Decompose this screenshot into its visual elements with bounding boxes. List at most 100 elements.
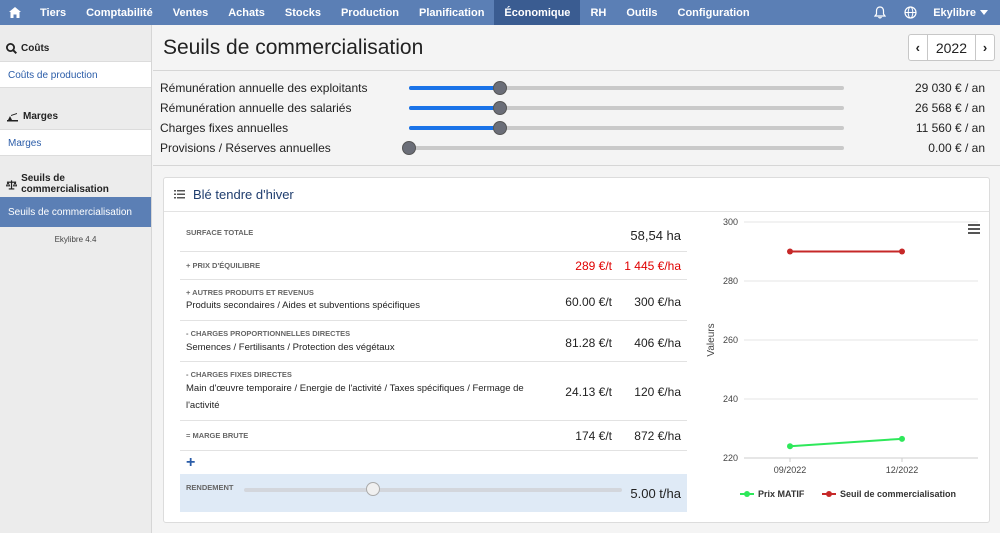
nav-stocks[interactable]: Stocks xyxy=(284,6,321,19)
slider-thumb[interactable] xyxy=(493,101,508,115)
legend-label: Prix MATIF xyxy=(758,489,805,499)
row-caption: = Marge brute xyxy=(186,431,249,440)
param-row: Rémunération annuelle des exploitants 29 … xyxy=(160,79,990,97)
nav-outils[interactable]: Outils xyxy=(626,6,658,19)
year-value: 2022 xyxy=(926,35,976,60)
sidebar-item-marges[interactable]: Marges xyxy=(0,129,151,156)
slider-fill xyxy=(409,86,501,90)
nav-configuration[interactable]: Configuration xyxy=(677,6,750,19)
sidebar-heading-marges: Marges xyxy=(0,106,151,126)
row-caption: Surface totale xyxy=(186,228,254,237)
nav-comptabilite[interactable]: Comptabilité xyxy=(86,6,153,19)
legend-marker xyxy=(826,491,832,497)
autres-per-ton: 60.00 €/t xyxy=(565,295,612,309)
prix-per-ton: 289 €/t xyxy=(575,259,612,273)
charges-fixes-per-ha: 120 €/ha xyxy=(634,385,681,399)
param-slider[interactable] xyxy=(409,101,844,115)
magnifier-euro-icon xyxy=(6,42,17,54)
row-description: Produits secondaires / Aides et subventi… xyxy=(186,300,420,311)
slider-thumb[interactable] xyxy=(402,141,416,155)
chart-canvas: 300 280 260 240 220 09/2022 12/2022 Valeurs Prix… xyxy=(706,217,980,499)
globe-icon[interactable] xyxy=(895,0,925,25)
divider xyxy=(153,70,1000,71)
nav-tiers[interactable]: Tiers xyxy=(40,6,67,19)
y-tick-label: 300 xyxy=(723,217,738,227)
surface-value: 58,54 ha xyxy=(630,228,681,243)
param-label: Rémunération annuelle des salariés xyxy=(160,101,352,115)
slider-fill xyxy=(409,126,501,130)
slider-thumb[interactable] xyxy=(493,121,508,135)
table-row-charges-fixes: - Charges fixes directes Main d'œuvre te… xyxy=(180,362,687,421)
sidebar-item-couts-production[interactable]: Coûts de production xyxy=(0,61,151,88)
sidebar-heading-label: Seuils de commercialisation xyxy=(21,173,109,195)
row-caption: - Charges proportionnelles directes xyxy=(186,329,351,338)
param-slider[interactable] xyxy=(409,81,844,95)
nav-achats[interactable]: Achats xyxy=(228,6,265,19)
x-tick-label: 09/2022 xyxy=(774,465,807,475)
y-tick-label: 280 xyxy=(723,276,738,286)
param-value: 11 560 € / an xyxy=(915,121,985,135)
legend-marker xyxy=(744,491,750,497)
param-value: 0.00 € / an xyxy=(928,141,985,155)
user-menu[interactable]: Ekylibre xyxy=(925,7,1000,19)
divider xyxy=(153,165,1000,166)
charges-prop-per-ha: 406 €/ha xyxy=(634,336,681,350)
y-tick-label: 220 xyxy=(723,453,738,463)
table-row-prix: + Prix d'équilibre 289 €/t 1 445 €/ha xyxy=(180,252,687,280)
sidebar-heading-seuils: Seuils de commercialisation xyxy=(0,173,151,195)
marge-per-ton: 174 €/t xyxy=(575,429,612,443)
data-point xyxy=(899,248,905,255)
scale-icon xyxy=(7,112,18,121)
sidebar-item-seuils[interactable]: Seuils de commercialisation xyxy=(0,197,151,227)
param-row: Provisions / Réserves annuelles 0.00 € / … xyxy=(160,139,990,157)
param-value: 29 030 € / an xyxy=(914,81,985,95)
rendement-row: Rendement 5.00 t/ha xyxy=(180,474,687,512)
autres-per-ha: 300 €/ha xyxy=(634,295,681,309)
sidebar-heading-label: Coûts xyxy=(21,42,50,54)
list-icon[interactable] xyxy=(174,190,185,199)
add-row-button[interactable]: + xyxy=(186,454,196,471)
chart-menu-icon xyxy=(968,228,980,230)
nav-rh[interactable]: RH xyxy=(590,6,607,19)
chart-menu-icon xyxy=(968,224,980,226)
bell-icon[interactable] xyxy=(865,0,895,25)
param-slider[interactable] xyxy=(402,141,844,155)
caret-down-icon xyxy=(980,10,988,15)
year-selector: ‹ 2022 › xyxy=(907,34,995,61)
chevron-right-icon[interactable]: › xyxy=(982,40,988,55)
param-label: Charges fixes annuelles xyxy=(160,121,289,135)
balance-icon xyxy=(6,179,18,190)
app-version: Ekylibre 4.4 xyxy=(54,235,97,244)
card-header: Blé tendre d'hiver xyxy=(164,178,989,212)
slider-thumb[interactable] xyxy=(493,81,508,95)
legend-label: Seuil de commercialisation xyxy=(840,489,956,499)
rendement-slider[interactable] xyxy=(244,482,622,496)
param-slider[interactable] xyxy=(409,121,844,135)
crop-card: Blé tendre d'hiver Surface totale 58,54 … xyxy=(163,177,990,523)
nav-economique[interactable]: Économique xyxy=(494,0,581,25)
nav-planification[interactable]: Planification xyxy=(419,6,485,19)
nav-production[interactable]: Production xyxy=(340,6,400,19)
table-row-surface: Surface totale 58,54 ha xyxy=(180,218,687,252)
slider-thumb[interactable] xyxy=(365,482,380,496)
param-label: Rémunération annuelle des exploitants xyxy=(160,81,368,95)
table-row-autres: + Autres produits et revenus Produits se… xyxy=(180,280,687,321)
y-tick-label: 260 xyxy=(723,335,738,345)
row-description: Semences / Fertilisants / Protection des… xyxy=(186,342,395,353)
margin-table: Surface totale 58,54 ha + Prix d'équilib… xyxy=(180,218,687,512)
home-icon[interactable] xyxy=(0,0,30,25)
card-title: Blé tendre d'hiver xyxy=(193,187,294,202)
sidebar: Coûts Coûts de production Marges Marges … xyxy=(0,25,152,533)
nav-ventes[interactable]: Ventes xyxy=(172,6,209,19)
y-tick-label: 240 xyxy=(723,394,738,404)
sidebar-heading-label: Marges xyxy=(23,110,59,122)
main-content: Seuils de commercialisation ‹ 2022 › Rém… xyxy=(153,25,1000,533)
table-row-charges-prop: - Charges proportionnelles directes Seme… xyxy=(180,321,687,362)
data-point xyxy=(787,443,793,450)
prix-per-ha: 1 445 €/ha xyxy=(624,259,681,273)
slider-fill xyxy=(409,106,501,110)
sidebar-heading-couts: Coûts xyxy=(0,38,151,58)
top-navigation: Tiers Comptabilité Ventes Achats Stocks … xyxy=(0,0,1000,25)
chevron-left-icon[interactable]: ‹ xyxy=(915,40,921,55)
chart-menu-icon xyxy=(968,232,980,234)
